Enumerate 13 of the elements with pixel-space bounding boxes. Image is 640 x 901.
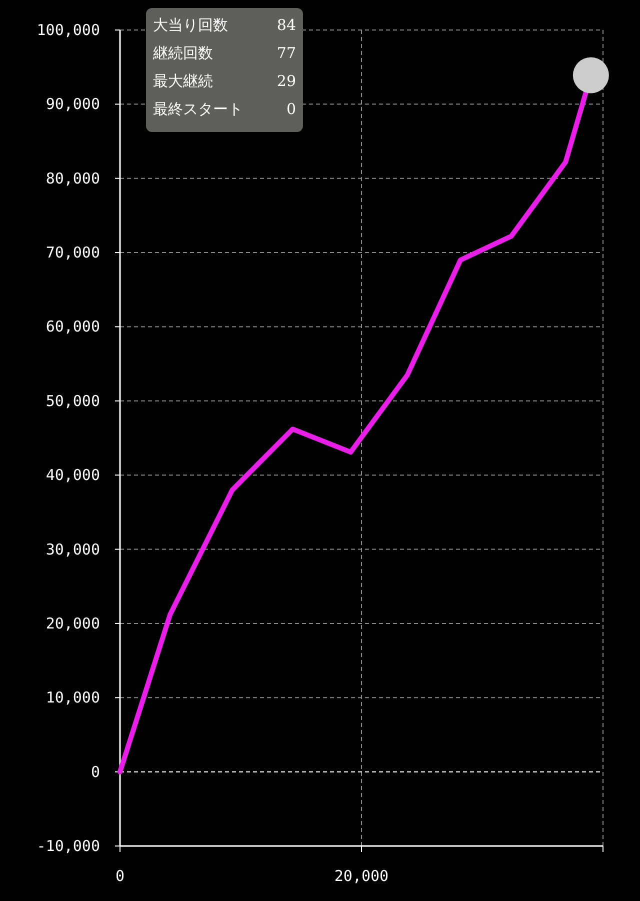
y-tick-label: -10,000 — [36, 837, 100, 855]
y-tick-label: 50,000 — [46, 392, 100, 410]
y-tick-label: 80,000 — [46, 169, 100, 188]
y-tick-label: 90,000 — [46, 95, 100, 114]
y-tick-label: 10,000 — [46, 688, 100, 707]
y-tick-label: 30,000 — [46, 540, 100, 558]
info-box: 大当り回数 84 継続回数 77 最大継続 29 最終スタート 0 — [146, 8, 303, 132]
y-tick-label: 40,000 — [46, 466, 100, 484]
y-tick-label: 100,000 — [36, 21, 100, 39]
y-tick-label: 60,000 — [46, 318, 100, 336]
y-tick-label: 0 — [90, 762, 100, 781]
y-tick-label: 20,000 — [46, 614, 100, 632]
y-tick-label: 70,000 — [46, 244, 100, 262]
